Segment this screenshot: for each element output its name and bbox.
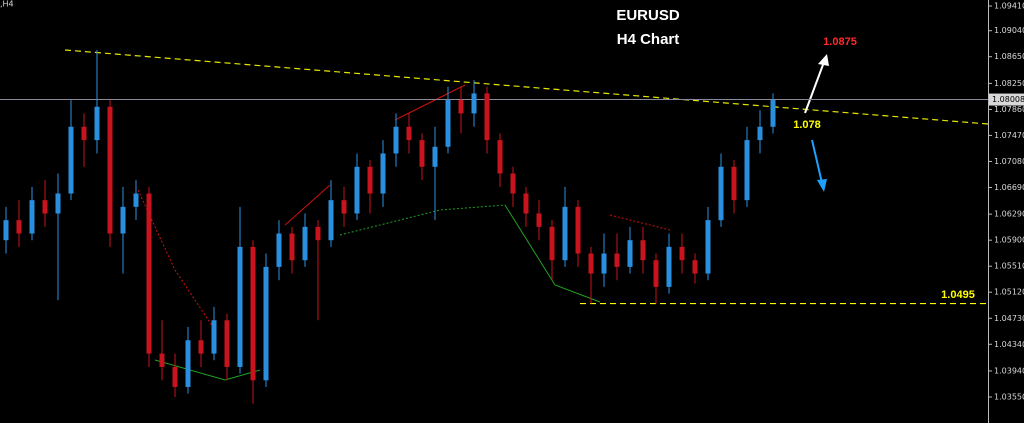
candle-body — [380, 153, 386, 194]
candle-body — [276, 233, 282, 267]
symbol-label: ,H4 — [0, 0, 14, 9]
candle-body — [107, 106, 113, 234]
candle-body — [3, 220, 9, 241]
candle-body — [601, 253, 607, 274]
candle-body — [198, 340, 204, 354]
annotation: 1.078 — [793, 119, 821, 131]
y-tick-label: 1.05900 — [994, 236, 1024, 245]
candle-body — [523, 193, 529, 214]
y-tick-label: 1.08650 — [994, 52, 1024, 61]
candle-body — [562, 206, 568, 261]
candle-body — [575, 206, 581, 254]
candle-body — [172, 366, 178, 387]
arrow-up — [804, 61, 825, 114]
candle-body — [263, 266, 269, 381]
candle-body — [341, 200, 347, 214]
candle-body — [29, 200, 35, 234]
candle-body — [354, 166, 360, 214]
candle-body — [68, 126, 74, 194]
y-tick-label: 1.09040 — [994, 26, 1024, 35]
candle-body — [731, 166, 737, 201]
candle-body — [328, 200, 334, 241]
arrow-up-head — [818, 54, 829, 66]
y-tick-label: 1.05120 — [994, 288, 1024, 297]
arrow-down — [811, 139, 823, 184]
candle-body — [185, 340, 191, 387]
y-tick-label: 1.03550 — [994, 392, 1024, 401]
candle-body — [211, 320, 217, 354]
candle-body — [666, 246, 672, 287]
candle-body — [81, 126, 87, 141]
candle-body — [393, 126, 399, 154]
current-price-label: 1.08008 — [992, 95, 1024, 104]
candle-body — [120, 206, 126, 234]
y-tick-label: 1.04340 — [994, 340, 1024, 349]
y-tick-label: 1.04730 — [994, 314, 1024, 323]
candle-body — [757, 126, 763, 141]
annotation: 1.0875 — [823, 36, 857, 48]
candle-body — [406, 126, 412, 141]
candle-body — [94, 106, 100, 141]
candle-body — [16, 220, 22, 234]
candle-body — [679, 246, 685, 261]
trend-line — [64, 49, 989, 125]
y-tick-label: 1.03940 — [994, 366, 1024, 375]
candle-body — [133, 193, 139, 207]
zigzag-line — [154, 359, 261, 381]
zigzag-line — [284, 184, 331, 226]
candle-body — [42, 200, 48, 214]
candle-body — [744, 140, 750, 201]
candle-body — [497, 140, 503, 174]
y-tick-label: 1.09410 — [994, 2, 1024, 11]
chart-subtitle: H4 Chart — [617, 31, 680, 48]
candle-body — [692, 260, 698, 274]
candle-body — [159, 353, 165, 367]
candle-body — [289, 233, 295, 261]
y-tick-label: 1.07470 — [994, 131, 1024, 140]
arrow-down-head — [817, 179, 827, 192]
candle-body — [302, 226, 308, 261]
candle-body — [237, 246, 243, 367]
y-tick-label: 1.05510 — [994, 262, 1024, 271]
candle-body — [250, 246, 256, 381]
candle-body — [770, 100, 776, 127]
zigzag-line — [394, 84, 466, 121]
candle-body — [653, 260, 659, 287]
candle-body — [458, 100, 464, 114]
y-tick-label: 1.07080 — [994, 157, 1024, 166]
y-tick-label: 1.08250 — [994, 79, 1024, 88]
candle-body — [315, 226, 321, 241]
candle-body — [419, 140, 425, 167]
zigzag-line — [504, 204, 601, 303]
annotation: 1.0495 — [941, 289, 975, 301]
candle-body — [614, 253, 620, 267]
candle-body — [705, 220, 711, 274]
current-price-tag — [989, 93, 1024, 106]
candle-body — [432, 146, 438, 167]
candle-body — [55, 193, 61, 214]
candle-body — [536, 213, 542, 227]
candle-body — [640, 240, 646, 261]
candle-body — [445, 100, 451, 147]
chart-title: EURUSD — [616, 7, 680, 24]
y-tick-label: 1.06690 — [994, 183, 1024, 192]
candle-body — [224, 320, 230, 367]
candle-body — [146, 193, 152, 354]
candle-body — [471, 93, 477, 114]
candle-body — [718, 166, 724, 221]
candle-body — [549, 226, 555, 261]
candle-body — [588, 253, 594, 274]
y-tick-label: 1.06290 — [994, 210, 1024, 219]
candle-body — [627, 240, 633, 267]
candle-body — [367, 166, 373, 194]
y-tick-label: 1.07860 — [994, 105, 1024, 114]
candle-body — [484, 93, 490, 141]
candle-body — [510, 173, 516, 194]
